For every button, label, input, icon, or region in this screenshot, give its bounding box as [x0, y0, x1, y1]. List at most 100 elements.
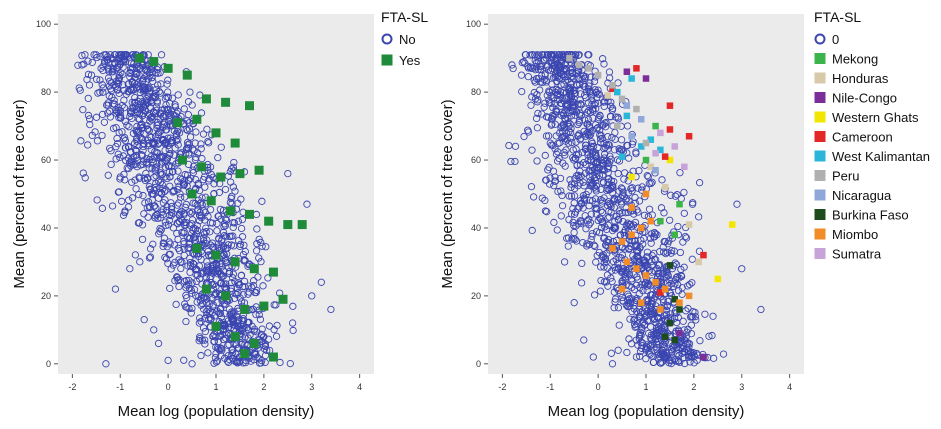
y-tick-label: 80 [471, 87, 481, 97]
point-yes [192, 115, 201, 124]
point-western-ghats [715, 276, 722, 283]
point-cameroon [686, 133, 693, 140]
point-yes [269, 353, 278, 362]
x-tick-label: -2 [498, 382, 506, 392]
legend-title-left: FTA-SL [381, 9, 428, 25]
point-sumatra [681, 164, 688, 171]
point-yes [255, 166, 264, 175]
point-sumatra [657, 130, 664, 137]
y-tick-label: 20 [41, 291, 51, 301]
legend-swatch-miombo [815, 229, 826, 240]
legend-entries-right: 0MekongHondurasNile-CongoWestern GhatsCa… [815, 32, 931, 262]
point-miombo [676, 299, 683, 306]
point-west-kalimantan [614, 89, 621, 96]
point-yes [283, 220, 292, 229]
y-ticks-left: 020406080100 [36, 19, 58, 369]
legend-swatch-peru [815, 170, 826, 181]
x-tick-label: 1 [213, 382, 218, 392]
point-sumatra [652, 150, 659, 157]
point-yes [250, 339, 259, 348]
point-west-kalimantan [628, 75, 635, 82]
point-honduras [686, 221, 693, 228]
point-yes [240, 305, 249, 314]
y-tick-label: 60 [41, 155, 51, 165]
legend-swatch-mekong [815, 53, 826, 64]
x-tick-label: 1 [643, 382, 648, 392]
point-yes [269, 268, 278, 277]
legend-label-nicaragua: Nicaragua [832, 188, 892, 203]
point-mekong [671, 232, 678, 239]
y-tick-label: 40 [471, 223, 481, 233]
point-cameroon [667, 126, 674, 133]
y-tick-label: 0 [46, 359, 51, 369]
x-ticks-right: -2 -1 0 1 2 3 4 [498, 374, 792, 392]
y-tick-label: 100 [466, 19, 481, 29]
legend-label-nile-congo: Nile-Congo [832, 91, 897, 106]
point-yes [226, 206, 235, 215]
point-honduras [695, 259, 702, 266]
legend-swatch-yes [382, 55, 393, 66]
point-yes [212, 128, 221, 137]
point-burkina-faso [671, 337, 678, 344]
point-yes [245, 210, 254, 219]
point-peru [633, 106, 640, 113]
y-tick-label: 80 [41, 87, 51, 97]
legend-label-miombo: Miombo [832, 227, 878, 242]
point-yes [250, 264, 259, 273]
point-yes [202, 94, 211, 103]
legend-swatch-nicaragua [815, 190, 826, 201]
legend-swatch-cameroon [815, 131, 826, 142]
point-miombo [686, 293, 693, 300]
x-tick-label: -1 [546, 382, 554, 392]
y-tick-label: 20 [471, 291, 481, 301]
point-mekong [643, 157, 650, 164]
point-west-kalimantan [624, 113, 631, 120]
point-nile-congo [700, 354, 707, 361]
point-honduras [662, 184, 669, 191]
x-tick-label: -1 [116, 382, 124, 392]
point-nicaragua [628, 133, 635, 140]
point-miombo [657, 306, 664, 313]
x-tick-label: -2 [68, 382, 76, 392]
legend-swatch-nile-congo [815, 92, 826, 103]
point-miombo [638, 225, 645, 232]
point-burkina-faso [676, 306, 683, 313]
point-peru [585, 65, 592, 72]
y-tick-label: 60 [471, 155, 481, 165]
point-miombo [609, 245, 616, 252]
legend-swatch-west-kalimantan [815, 151, 826, 162]
legend-left: FTA-SL NoYes [381, 9, 428, 68]
legend-label-west-kalimantan: West Kalimantan [832, 149, 930, 164]
y-axis-title-right: Mean (percent of tree cover) [439, 99, 456, 288]
point-yes [183, 71, 192, 80]
point-yes [149, 57, 158, 66]
point-miombo [619, 238, 626, 245]
point-mekong [676, 201, 683, 208]
point-peru [643, 140, 650, 147]
point-miombo [662, 286, 669, 293]
point-miombo [619, 286, 626, 293]
point-nicaragua [652, 167, 659, 174]
x-tick-label: 3 [739, 382, 744, 392]
x-ticks-left: -2 -1 0 1 2 3 4 [68, 374, 362, 392]
point-peru [609, 82, 616, 89]
point-miombo [652, 279, 659, 286]
point-yes [212, 322, 221, 331]
point-nile-congo [676, 330, 683, 337]
legend-swatch-honduras [815, 73, 826, 84]
point-miombo [633, 265, 640, 272]
legend-label-sumatra: Sumatra [832, 247, 882, 262]
point-nicaragua [638, 116, 645, 123]
point-yes [231, 332, 240, 341]
point-cameroon [667, 102, 674, 109]
legend-label-burkina-faso: Burkina Faso [832, 208, 909, 223]
legend-label-cameroon: Cameroon [832, 130, 893, 145]
point-nicaragua [624, 102, 631, 109]
point-western-ghats [628, 174, 635, 181]
y-tick-label: 0 [476, 359, 481, 369]
point-miombo [628, 204, 635, 211]
point-nile-congo [643, 75, 650, 82]
legend-label-no: No [399, 32, 416, 47]
point-peru [595, 72, 602, 79]
